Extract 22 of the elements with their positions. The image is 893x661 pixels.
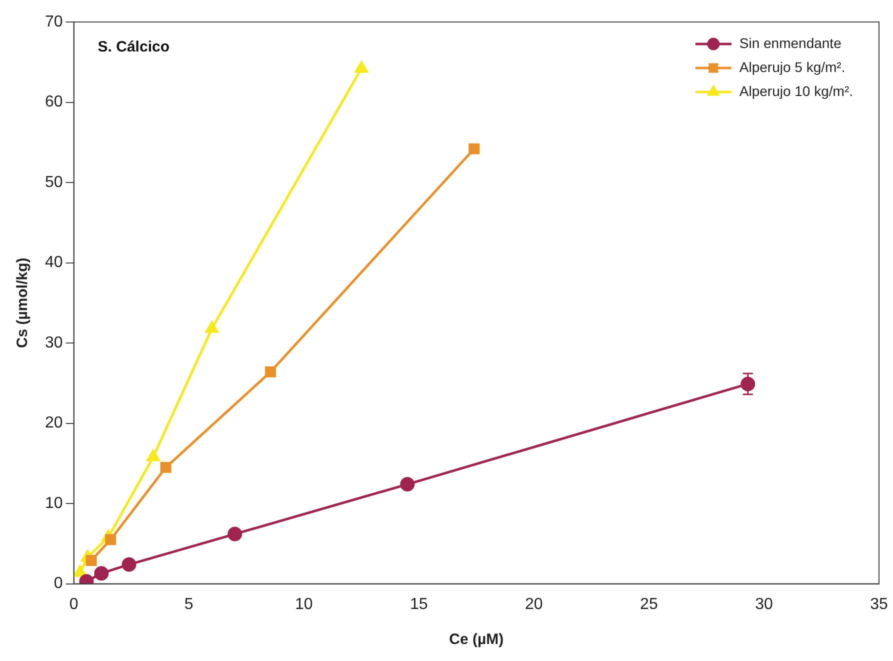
legend-label: Alperujo 5 kg/m². [739, 58, 846, 75]
y-tick-label: 60 [45, 94, 63, 111]
x-axis-title: Ce (µM) [449, 631, 504, 648]
y-axis-title: Cs (µmol/kg) [14, 258, 32, 348]
x-tick-label: 20 [525, 596, 543, 613]
y-tick-label: 0 [54, 575, 63, 592]
legend-label: Sin enmendante [739, 34, 842, 51]
x-tick-label: 10 [294, 596, 313, 613]
annotation: S. Cálcico [98, 38, 170, 56]
x-tick-label: 0 [69, 596, 78, 613]
y-tick-label: 40 [45, 254, 63, 272]
y-tick-label: 70 [45, 13, 63, 30]
legend-label: Alperujo 10 kg/m². [739, 82, 854, 99]
y-tick-label: 30 [45, 334, 63, 352]
y-tick-label: 50 [45, 174, 63, 191]
x-tick-label: 15 [410, 596, 428, 613]
x-tick-label: 30 [755, 596, 773, 613]
x-tick-label: 35 [870, 596, 888, 613]
x-tick-label: 25 [640, 596, 658, 613]
y-tick-label: 10 [45, 494, 63, 512]
y-tick-label: 20 [45, 414, 63, 432]
x-tick-label: 5 [184, 596, 194, 613]
